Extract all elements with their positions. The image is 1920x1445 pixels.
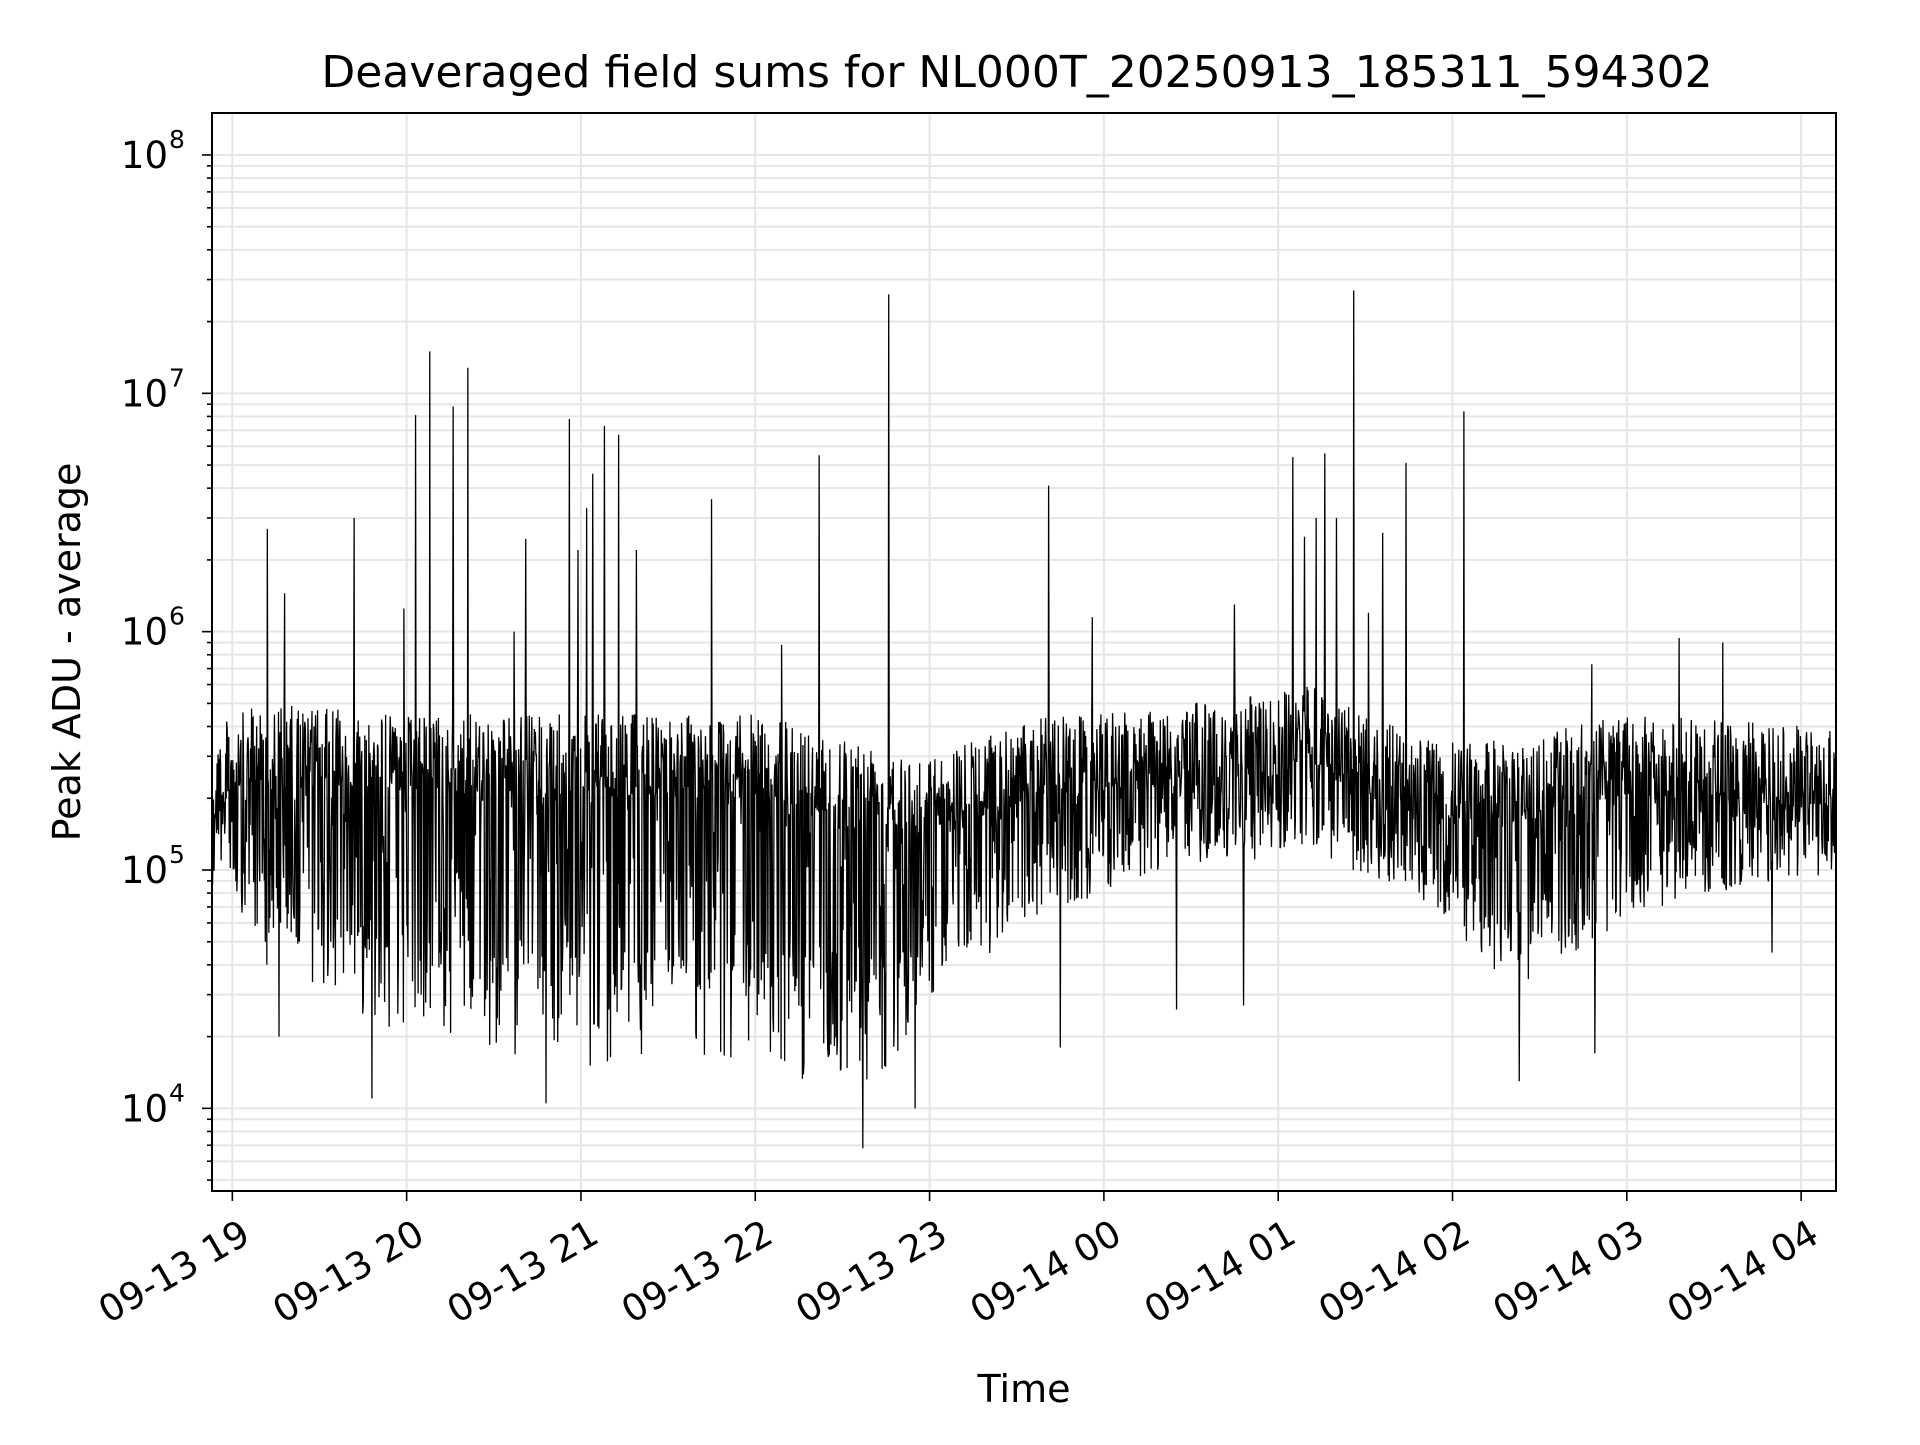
x-tick-label: 09-14 04 (1660, 1212, 1826, 1332)
y-tick-exponent: 4 (169, 1078, 185, 1107)
series-line-layer (211, 290, 1837, 1149)
x-tick-label: 09-13 23 (789, 1212, 955, 1332)
y-tick-base: 10 (121, 849, 168, 892)
x-tick-label: 09-14 02 (1311, 1212, 1477, 1332)
y-tick-label: 10 8 (121, 125, 185, 177)
y-tick-base: 10 (121, 1087, 168, 1130)
y-tick-exponent: 7 (169, 363, 185, 392)
y-tick-label: 10 5 (121, 840, 185, 892)
y-tick-base: 10 (121, 134, 168, 177)
x-axis-label: Time (977, 1367, 1071, 1411)
y-tick-exponent: 6 (169, 602, 185, 631)
y-tick-label: 10 4 (121, 1078, 185, 1130)
y-axis-label: Peak ADU - average (45, 463, 89, 842)
y-tick-label: 10 6 (121, 602, 185, 654)
grid-layer (212, 113, 1836, 1191)
y-tick-base: 10 (121, 372, 168, 415)
x-tick-label: 09-14 03 (1486, 1212, 1652, 1332)
chart-title: Deaveraged field sums for NL000T_2025091… (321, 47, 1712, 98)
x-tick-label: 09-13 22 (614, 1212, 780, 1332)
x-axis: 09-13 19 09-13 20 09-13 21 09-13 22 09-13 23… (91, 1191, 1826, 1332)
x-tick-label: 09-13 21 (440, 1212, 606, 1332)
plot-frame (211, 112, 1837, 1192)
x-tick-label: 09-13 19 (91, 1212, 257, 1332)
y-tick-exponent: 5 (169, 840, 185, 869)
series-line (211, 290, 1837, 1149)
x-tick-label: 09-14 01 (1137, 1212, 1303, 1332)
x-tick-label: 09-14 00 (963, 1212, 1129, 1332)
y-tick-base: 10 (121, 611, 168, 654)
y-tick-label: 10 7 (121, 363, 185, 415)
y-tick-exponent: 8 (169, 125, 185, 154)
x-tick-label: 09-13 20 (266, 1212, 432, 1332)
